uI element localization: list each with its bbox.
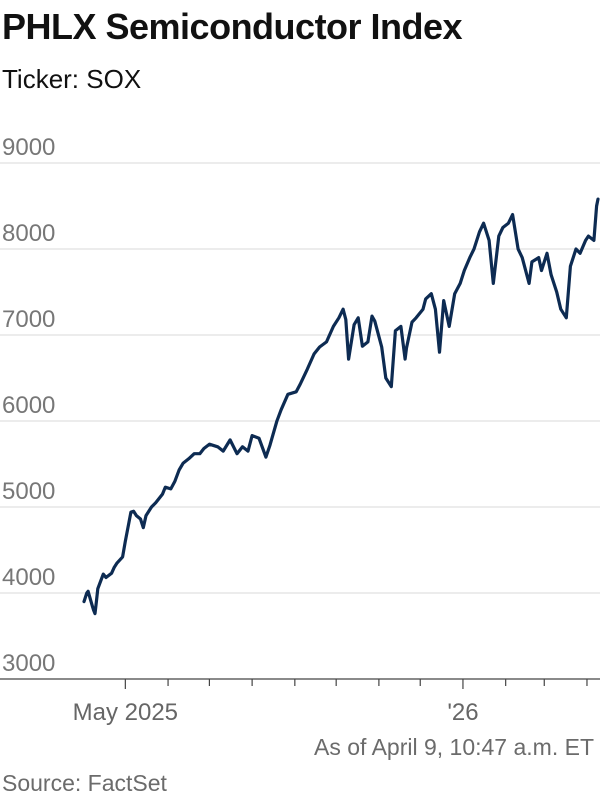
x-axis: May 2025 '26 — [0, 678, 600, 726]
x-tick-label: '26 — [447, 699, 478, 726]
y-tick-label: 9000 — [2, 134, 55, 161]
chart-subtitle: Ticker: SOX — [2, 64, 142, 94]
chart-title: PHLX Semiconductor Index — [2, 6, 463, 47]
x-tick-label: May 2025 — [73, 699, 178, 726]
y-tick-label: 6000 — [2, 392, 55, 419]
y-tick-label: 3000 — [2, 650, 55, 677]
series-line-0 — [82, 197, 600, 616]
y-tick-label: 4000 — [2, 564, 55, 591]
as-of-note: As of April 9, 10:47 a.m. ET — [314, 734, 594, 760]
y-tick-label: 8000 — [2, 220, 55, 247]
gridlines — [0, 162, 600, 594]
source-note: Source: FactSet — [2, 770, 167, 796]
series-layer — [82, 197, 600, 616]
y-tick-label: 5000 — [2, 478, 55, 505]
y-axis-labels: 3000 4000 5000 6000 7000 8000 9000 — [2, 134, 55, 677]
y-tick-label: 7000 — [2, 306, 55, 333]
